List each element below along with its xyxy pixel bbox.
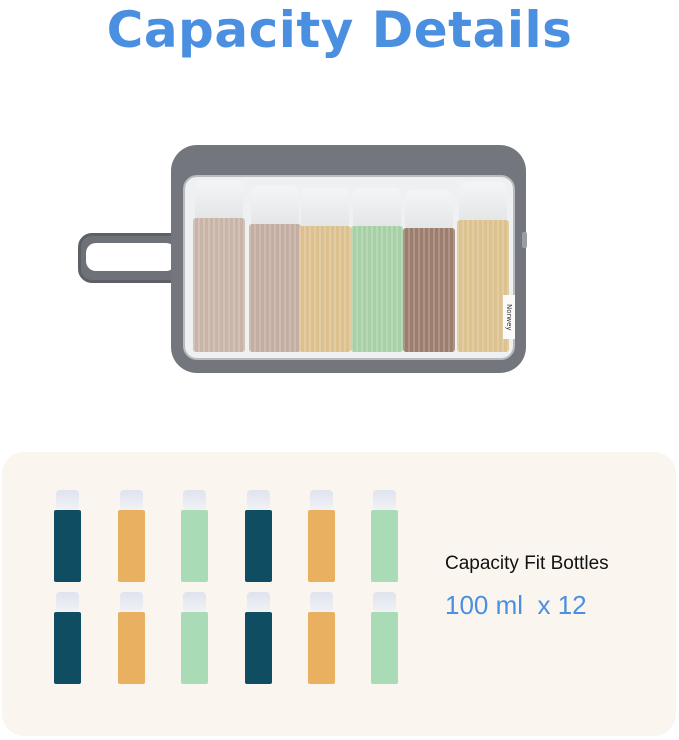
travel-bottle [54, 490, 81, 582]
capacity-value: 100 ml x 12 [445, 590, 587, 620]
travel-bottle [371, 490, 398, 582]
capacity-label: Capacity Fit Bottles [445, 553, 609, 574]
travel-bottle [371, 592, 398, 684]
bag-bottle [299, 188, 351, 352]
bag-bottle [249, 186, 301, 352]
brand-tag: Norwey [503, 295, 515, 339]
bag-bottle [457, 182, 509, 352]
travel-bottle [54, 592, 81, 684]
page-title: Capacity Details [106, 1, 573, 59]
travel-bottle [245, 592, 272, 684]
bag-bottle [403, 190, 455, 352]
travel-bottle [308, 490, 335, 582]
travel-bottle [118, 490, 145, 582]
bag-clear-window [183, 175, 515, 360]
capacity-panel [2, 452, 676, 736]
bag-bottle [193, 180, 245, 352]
travel-bottle [181, 490, 208, 582]
zipper-pull [522, 232, 527, 248]
travel-bottle [245, 490, 272, 582]
bag-bottle [351, 188, 403, 352]
travel-bottle [308, 592, 335, 684]
travel-bottle [118, 592, 145, 684]
travel-bottle [181, 592, 208, 684]
